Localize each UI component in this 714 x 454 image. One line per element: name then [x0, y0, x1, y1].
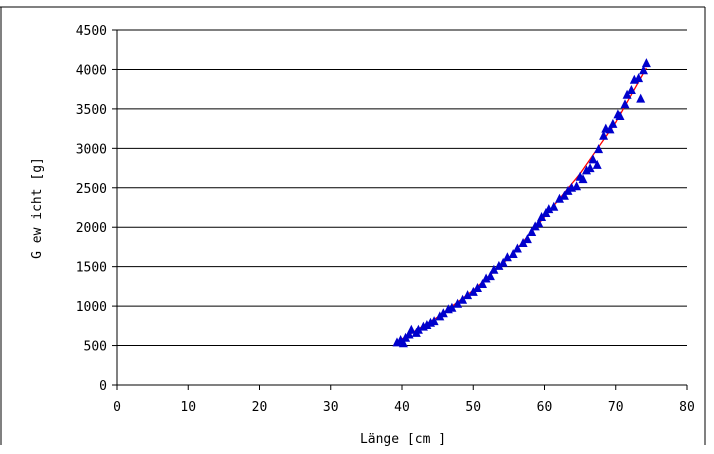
- data-point-35: [537, 212, 547, 221]
- y-tick-label-0: 0: [99, 379, 107, 394]
- data-point-27: [502, 252, 512, 262]
- data-point-18: [463, 290, 473, 300]
- y-tick-label-3000: 3000: [76, 142, 107, 157]
- data-point-49: [592, 159, 602, 169]
- x-tick-label-40: 40: [394, 400, 410, 415]
- data-point-38: [549, 201, 559, 211]
- data-point-26: [498, 257, 508, 267]
- data-point-46: [582, 165, 591, 175]
- x-tick-label-30: 30: [323, 400, 339, 415]
- data-point-30: [518, 238, 528, 247]
- data-point-51: [599, 130, 609, 140]
- data-point-19: [468, 286, 478, 296]
- x-tick-label-50: 50: [465, 400, 481, 415]
- y-tick-label-500: 500: [84, 340, 107, 355]
- data-point-7: [413, 324, 423, 334]
- data-point-13: [438, 308, 448, 318]
- data-points: [392, 58, 651, 348]
- y-tick-label-4000: 4000: [76, 63, 107, 78]
- data-point-43: [572, 181, 582, 191]
- tick-labels: 0 500 1000 1500 2000 2500 3000 3500 4000 4500 0 10 2…: [76, 24, 695, 415]
- y-tick-label-1000: 1000: [76, 300, 107, 315]
- y-tick-label-1500: 1500: [76, 261, 107, 276]
- data-point-53: [605, 124, 615, 134]
- data-point-34: [534, 218, 544, 228]
- data-point-47: [585, 163, 595, 173]
- data-point-24: [489, 264, 499, 274]
- data-point-23: [485, 271, 495, 281]
- data-point-57: [620, 99, 630, 109]
- x-tick-label-60: 60: [537, 400, 553, 415]
- data-point-21: [478, 279, 487, 288]
- gridlines: [117, 29, 687, 347]
- data-point-22: [481, 273, 491, 283]
- data-point-17: [458, 294, 468, 304]
- x-tick-label-70: 70: [608, 400, 624, 415]
- data-point-29: [512, 243, 522, 253]
- data-point-48: [588, 154, 598, 164]
- data-point-15: [447, 302, 457, 312]
- x-tick-label-10: 10: [180, 400, 196, 415]
- data-point-39: [555, 193, 564, 203]
- data-point-20: [473, 283, 482, 292]
- y-tick-label-2500: 2500: [76, 182, 107, 197]
- data-point-62: [636, 93, 646, 103]
- data-point-64: [641, 58, 651, 68]
- data-point-45: [578, 174, 588, 184]
- data-point-4: [404, 329, 414, 339]
- data-point-58: [622, 89, 632, 99]
- data-point-54: [608, 118, 618, 128]
- data-point-40: [559, 190, 569, 200]
- data-point-37: [544, 204, 554, 214]
- data-point-25: [494, 260, 504, 270]
- x-tick-label-0: 0: [113, 400, 121, 415]
- data-point-61: [634, 73, 644, 83]
- y-tick-label-4500: 4500: [76, 24, 107, 39]
- data-point-28: [508, 249, 518, 258]
- y-axis-label: G ew icht [g]: [30, 157, 45, 259]
- y-tick-label-2000: 2000: [76, 221, 107, 236]
- data-point-32: [527, 227, 537, 236]
- data-point-16: [453, 298, 463, 308]
- x-tick-label-80: 80: [679, 400, 695, 415]
- axes: [112, 29, 688, 390]
- data-point-59: [626, 85, 636, 94]
- data-point-2: [398, 338, 408, 348]
- data-point-63: [639, 65, 648, 75]
- x-axis-label: Länge [cm ]: [360, 432, 446, 447]
- data-point-5: [406, 324, 416, 334]
- data-point-0: [392, 337, 402, 347]
- y-tick-label-3500: 3500: [76, 103, 107, 118]
- x-tick-label-20: 20: [252, 400, 268, 415]
- data-point-50: [594, 144, 604, 154]
- data-point-56: [615, 111, 625, 120]
- data-point-11: [429, 316, 439, 326]
- data-point-31: [522, 234, 532, 244]
- data-point-9: [422, 320, 432, 329]
